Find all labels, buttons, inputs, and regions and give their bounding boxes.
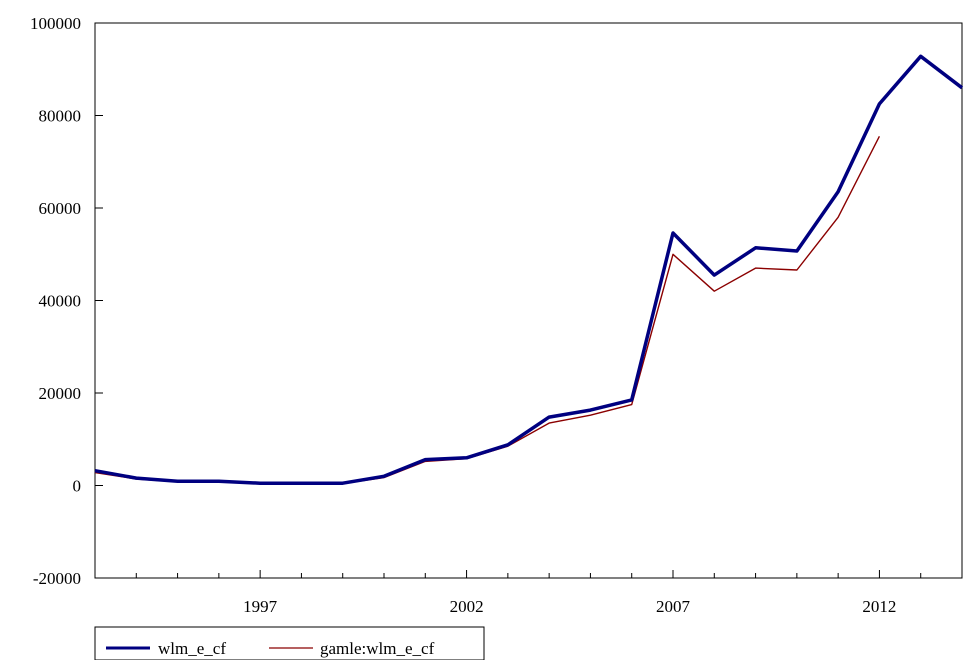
y-tick-label: 20000	[39, 384, 82, 403]
series-lines	[94, 54, 964, 485]
y-axis: -20000 0 20000 40000 60000 80000 100000	[30, 14, 103, 588]
series-line-wlm_e_cf	[94, 54, 964, 485]
y-tick-label: 40000	[39, 292, 82, 311]
legend: wlm_e_cf gamle:wlm_e_cf	[94, 626, 485, 660]
x-tick-label: 2002	[450, 597, 484, 616]
legend-label-wlm_e_cf: wlm_e_cf	[158, 639, 226, 658]
y-tick-label: 0	[73, 477, 82, 496]
legend-label-gamle-wlm_e_cf: gamle:wlm_e_cf	[320, 639, 435, 658]
x-tick-label: 1997	[243, 597, 278, 616]
y-tick-label: 80000	[39, 107, 82, 126]
y-tick-label: -20000	[33, 569, 81, 588]
y-tick-label: 60000	[39, 199, 82, 218]
x-tick-label: 2012	[862, 597, 896, 616]
y-tick-label: 100000	[30, 14, 81, 33]
series-line-gamle-wlm_e_cf	[94, 135, 881, 485]
x-tick-label: 2007	[656, 597, 691, 616]
x-axis: 1997 2002 2007 2012	[135, 570, 922, 616]
legend-box	[94, 626, 485, 660]
plot-frame	[94, 22, 963, 579]
